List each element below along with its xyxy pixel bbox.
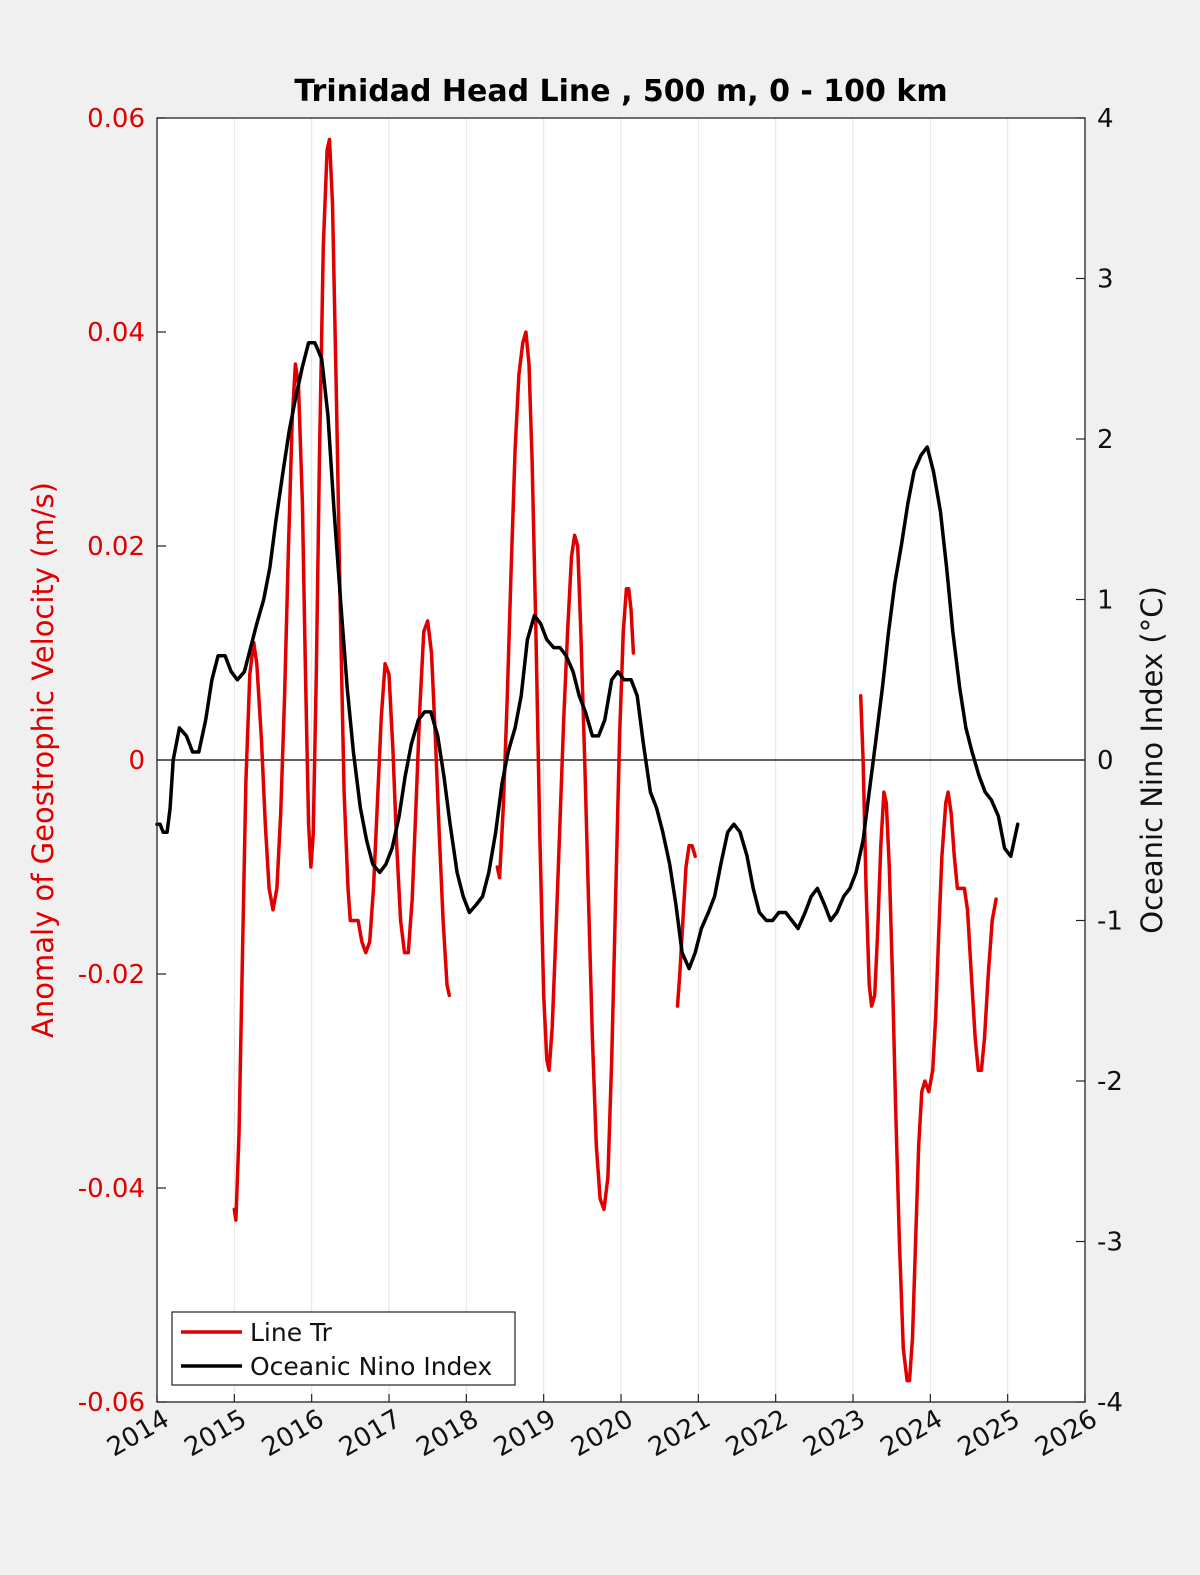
chart-title: Trinidad Head Line , 500 m, 0 - 100 km xyxy=(294,74,947,109)
y-left-tick-label: 0.06 xyxy=(87,104,145,134)
y-left-tick-label: -0.02 xyxy=(78,960,145,990)
legend-label-oni: Oceanic Nino Index xyxy=(250,1352,492,1381)
legend-label-line-tr: Line Tr xyxy=(250,1318,333,1347)
y-right-tick-label: 1 xyxy=(1097,586,1114,616)
y-left-tick-label: -0.04 xyxy=(78,1174,145,1204)
y-left-tick-label: -0.06 xyxy=(78,1388,145,1418)
y-right-tick-label: 3 xyxy=(1097,265,1114,295)
y-left-tick-label: 0.02 xyxy=(87,532,145,562)
legend-box xyxy=(171,1311,516,1386)
line-tr-series-segment xyxy=(495,330,636,1212)
y-right-tick-label: 0 xyxy=(1097,746,1114,776)
y-axis-right-label: Oceanic Nino Index (°C) xyxy=(1135,586,1169,934)
oni-series-line xyxy=(155,340,1020,971)
y-right-tick-label: -2 xyxy=(1097,1067,1123,1097)
y-axis-left-label: Anomaly of Geostrophic Velocity (m/s) xyxy=(26,482,60,1038)
y-left-tick-label: 0.04 xyxy=(87,318,145,348)
line-tr-series-segment xyxy=(858,694,998,1383)
line-tr-series-segment xyxy=(232,137,452,1222)
y-right-tick-label: 4 xyxy=(1097,104,1114,134)
y-right-tick-label: -4 xyxy=(1097,1388,1123,1418)
series-lines xyxy=(155,137,1020,1383)
line-tr-series-segment xyxy=(675,843,697,1008)
y-left-tick-label: 0 xyxy=(128,746,145,776)
legend: Line Tr Oceanic Nino Index xyxy=(171,1311,516,1386)
y-right-tick-label: 2 xyxy=(1097,425,1114,455)
y-right-tick-label: -1 xyxy=(1097,907,1123,937)
y-right-tick-label: -3 xyxy=(1097,1228,1123,1258)
